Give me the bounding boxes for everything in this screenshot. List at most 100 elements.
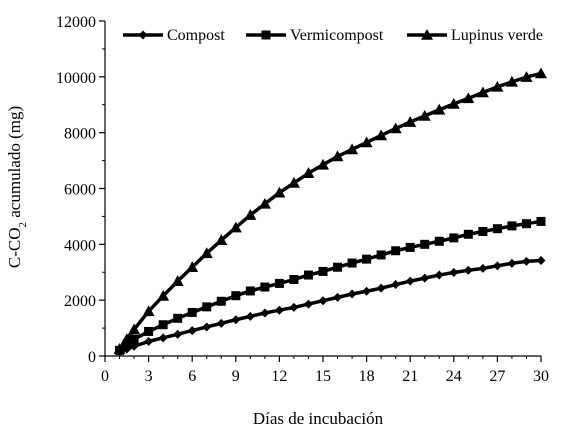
data-point-lupinus-verde <box>215 234 228 245</box>
data-point-lupinus-verde <box>200 247 213 259</box>
data-point-compost <box>362 286 372 296</box>
data-point-vermicompost <box>173 313 183 323</box>
legend-item-vermicompost: Vermicompost <box>246 27 384 44</box>
x-tick-label: 0 <box>101 368 109 385</box>
y-tick-label: 6000 <box>64 182 96 199</box>
x-tick-label: 30 <box>533 368 549 385</box>
data-point-lupinus-verde <box>331 150 344 162</box>
data-point-compost <box>391 280 401 290</box>
data-point-vermicompost <box>274 278 284 288</box>
data-point-compost <box>260 308 270 318</box>
x-tick-label: 12 <box>271 368 287 385</box>
data-point-lupinus-verde <box>476 86 489 98</box>
legend-label: Lupinus verde <box>451 27 543 44</box>
data-point-compost <box>216 318 226 328</box>
data-point-vermicompost <box>492 224 502 234</box>
data-point-compost <box>492 261 502 271</box>
data-point-compost <box>376 283 386 293</box>
data-point-compost <box>420 273 430 283</box>
legend: Compost Vermicompost Lupinus verde <box>123 27 543 44</box>
data-point-compost <box>434 270 444 280</box>
data-point-vermicompost <box>122 340 132 350</box>
x-tick-label: 9 <box>232 368 240 385</box>
data-point-vermicompost <box>289 275 299 285</box>
x-tick-label: 18 <box>359 368 375 385</box>
data-point-lupinus-verde <box>157 289 170 301</box>
x-tick-label: 21 <box>402 368 418 385</box>
data-point-lupinus-verde <box>317 158 329 170</box>
data-point-lupinus-verde <box>244 209 257 220</box>
data-point-compost <box>333 292 343 302</box>
data-point-compost <box>158 333 168 343</box>
data-point-compost <box>507 258 517 268</box>
data-point-lupinus-verde <box>462 92 475 104</box>
data-point-compost <box>187 326 197 336</box>
y-tick-label: 10000 <box>56 70 96 87</box>
data-point-vermicompost <box>260 282 270 292</box>
data-point-vermicompost <box>391 246 401 256</box>
data-point-lupinus-verde <box>258 197 271 209</box>
data-point-vermicompost <box>129 334 139 344</box>
data-point-lupinus-verde <box>360 136 373 148</box>
data-point-compost <box>231 315 241 325</box>
data-point-vermicompost <box>303 270 313 280</box>
data-point-vermicompost <box>420 239 430 249</box>
x-tick-label: 27 <box>489 368 505 385</box>
data-point-lupinus-verde <box>520 71 533 82</box>
data-point-compost <box>303 299 313 309</box>
data-point-lupinus-verde <box>120 333 133 345</box>
x-tick-label: 15 <box>315 368 331 385</box>
y-tick-label: 2000 <box>64 293 96 310</box>
data-point-lupinus-verde <box>229 221 242 233</box>
data-point-lupinus-verde <box>447 97 460 109</box>
data-point-lupinus-verde <box>113 343 126 354</box>
legend-label: Vermicompost <box>290 27 384 44</box>
data-point-compost <box>245 311 255 321</box>
data-point-compost <box>536 256 546 266</box>
legend-marker-compost <box>138 30 148 40</box>
axes <box>104 21 541 357</box>
y-axis-title-subscript: 2 <box>17 222 29 228</box>
data-point-lupinus-verde <box>128 323 141 335</box>
y-axis-title-rest: acumulado (mg) <box>5 106 24 222</box>
x-tick-label: 6 <box>188 368 196 385</box>
data-point-lupinus-verde <box>287 176 300 188</box>
data-point-vermicompost <box>536 216 546 226</box>
legend-label: Compost <box>167 27 225 44</box>
y-axis-title-main: C-CO <box>5 228 24 269</box>
data-point-lupinus-verde <box>186 261 199 273</box>
legend-marker-vermicompost <box>261 30 271 40</box>
data-point-lupinus-verde <box>302 167 315 178</box>
data-point-vermicompost <box>216 296 226 306</box>
data-point-vermicompost <box>507 221 517 231</box>
data-point-vermicompost <box>405 242 415 252</box>
data-point-lupinus-verde <box>375 129 388 141</box>
data-point-vermicompost <box>478 226 488 236</box>
series-vermicompost <box>115 216 546 355</box>
data-point-vermicompost <box>449 233 459 243</box>
data-point-compost <box>274 305 284 315</box>
data-point-compost <box>521 256 531 266</box>
data-point-vermicompost <box>434 236 444 246</box>
data-point-vermicompost <box>362 254 372 264</box>
data-point-compost <box>478 263 488 273</box>
data-point-vermicompost <box>376 250 386 260</box>
x-tick-label: 24 <box>446 368 462 385</box>
y-tick-label: 12000 <box>56 14 96 31</box>
data-point-vermicompost <box>231 291 241 301</box>
data-point-compost <box>463 265 473 275</box>
data-point-compost <box>144 336 154 346</box>
x-tick-label: 3 <box>145 368 153 385</box>
data-point-lupinus-verde <box>389 122 402 134</box>
legend-item-lupinus-verde: Lupinus verde <box>407 27 543 44</box>
data-point-vermicompost <box>187 307 197 317</box>
data-point-lupinus-verde <box>171 275 184 286</box>
data-point-compost <box>405 276 415 286</box>
data-point-vermicompost <box>144 326 154 336</box>
data-point-vermicompost <box>333 262 343 272</box>
y-tick-label: 0 <box>88 349 96 366</box>
data-point-vermicompost <box>521 219 531 229</box>
ticks: 0 2000 4000 6000 8000 10000 12000 0 3 6 9 12 15 18 21 2… <box>56 14 549 385</box>
data-point-vermicompost <box>318 266 328 276</box>
data-point-vermicompost <box>202 302 212 312</box>
